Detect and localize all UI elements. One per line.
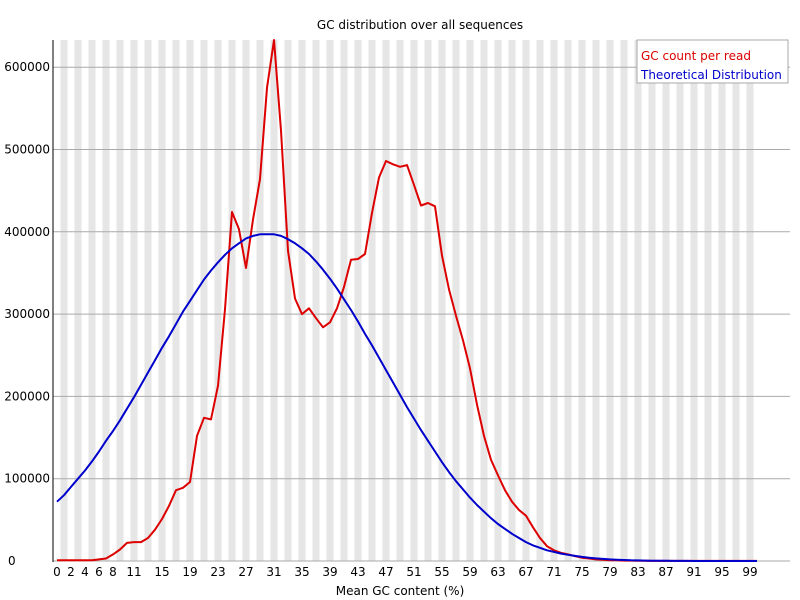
stripe <box>592 40 600 561</box>
stripe <box>522 40 530 561</box>
x-tick-label: 79 <box>602 565 617 579</box>
stripe <box>746 40 754 561</box>
stripe <box>270 40 278 561</box>
stripe <box>158 40 166 561</box>
x-tick-label: 31 <box>266 565 281 579</box>
legend-item-theoretical: Theoretical Distribution <box>640 68 782 82</box>
x-axis-tick-labels: 0 2 4 6 8 11 15 19 23 27 31 35 39 43 47 51 55 59 63 67 71 75 7… <box>53 565 757 579</box>
stripe <box>144 40 152 561</box>
stripe <box>550 40 558 561</box>
legend-item-gc-count: GC count per read <box>641 49 751 63</box>
x-tick-label: 67 <box>518 565 533 579</box>
stripe <box>74 40 82 561</box>
stripe <box>634 40 642 561</box>
stripe <box>536 40 544 561</box>
stripe <box>326 40 334 561</box>
x-tick-label: 43 <box>350 565 365 579</box>
stripe <box>228 40 236 561</box>
x-tick-label: 83 <box>630 565 645 579</box>
stripe <box>648 40 656 561</box>
stripe <box>298 40 306 561</box>
x-tick-label: 15 <box>154 565 169 579</box>
y-tick-label: 300000 <box>4 307 50 321</box>
stripe <box>438 40 446 561</box>
x-tick-label: 11 <box>126 565 141 579</box>
x-tick-label: 51 <box>406 565 421 579</box>
stripe <box>718 40 726 561</box>
stripe <box>466 40 474 561</box>
x-tick-label: 59 <box>462 565 477 579</box>
x-tick-label: 35 <box>294 565 309 579</box>
stripe <box>410 40 418 561</box>
stripe <box>662 40 670 561</box>
x-tick-label: 47 <box>378 565 393 579</box>
x-tick-label: 8 <box>109 565 117 579</box>
stripe <box>102 40 110 561</box>
stripe <box>424 40 432 561</box>
stripe <box>256 40 264 561</box>
y-tick-label: 600000 <box>4 60 50 74</box>
y-tick-label: 200000 <box>4 389 50 403</box>
y-tick-label: 400000 <box>4 225 50 239</box>
stripe <box>494 40 502 561</box>
x-tick-label: 4 <box>81 565 89 579</box>
x-tick-label: 95 <box>714 565 729 579</box>
chart-legend: GC count per read Theoretical Distributi… <box>636 39 789 84</box>
stripe <box>690 40 698 561</box>
stripe <box>354 40 362 561</box>
chart-title: GC distribution over all sequences <box>317 18 523 32</box>
stripe <box>480 40 488 561</box>
stripe <box>172 40 180 561</box>
x-tick-label: 55 <box>434 565 449 579</box>
stripe <box>88 40 96 561</box>
x-tick-label: 23 <box>210 565 225 579</box>
stripe <box>508 40 516 561</box>
y-tick-label: 0 <box>8 554 16 568</box>
background-stripes <box>60 40 754 561</box>
stripe <box>130 40 138 561</box>
data-series <box>56 39 757 562</box>
x-tick-label: 63 <box>490 565 505 579</box>
y-axis-tick-labels: 0 100000 200000 300000 400000 500000 600000 <box>4 60 50 568</box>
x-tick-label: 91 <box>686 565 701 579</box>
y-tick-label: 100000 <box>4 472 50 486</box>
x-tick-label: 99 <box>742 565 757 579</box>
stripe <box>620 40 628 561</box>
legend-box <box>636 39 789 84</box>
stripe <box>732 40 740 561</box>
stripe <box>60 40 68 561</box>
stripe <box>564 40 572 561</box>
stripe <box>200 40 208 561</box>
stripe <box>396 40 404 561</box>
stripe <box>312 40 320 561</box>
stripe <box>606 40 614 561</box>
stripe <box>578 40 586 561</box>
x-tick-label: 75 <box>574 565 589 579</box>
stripe <box>116 40 124 561</box>
stripe <box>452 40 460 561</box>
x-axis-label: Mean GC content (%) <box>336 584 465 598</box>
x-tick-label: 6 <box>95 565 103 579</box>
x-tick-label: 0 <box>53 565 61 579</box>
x-tick-label: 39 <box>322 565 337 579</box>
stripe <box>214 40 222 561</box>
stripe <box>382 40 390 561</box>
stripe <box>676 40 684 561</box>
x-tick-label: 71 <box>546 565 561 579</box>
stripe <box>242 40 250 561</box>
x-tick-label: 19 <box>182 565 197 579</box>
theoretical-distribution-line <box>56 233 757 562</box>
stripe <box>284 40 292 561</box>
stripe <box>368 40 376 561</box>
x-tick-label: 87 <box>658 565 673 579</box>
stripe <box>704 40 712 561</box>
x-tick-label: 27 <box>238 565 253 579</box>
x-tick-label: 2 <box>67 565 75 579</box>
y-tick-label: 500000 <box>4 143 50 157</box>
